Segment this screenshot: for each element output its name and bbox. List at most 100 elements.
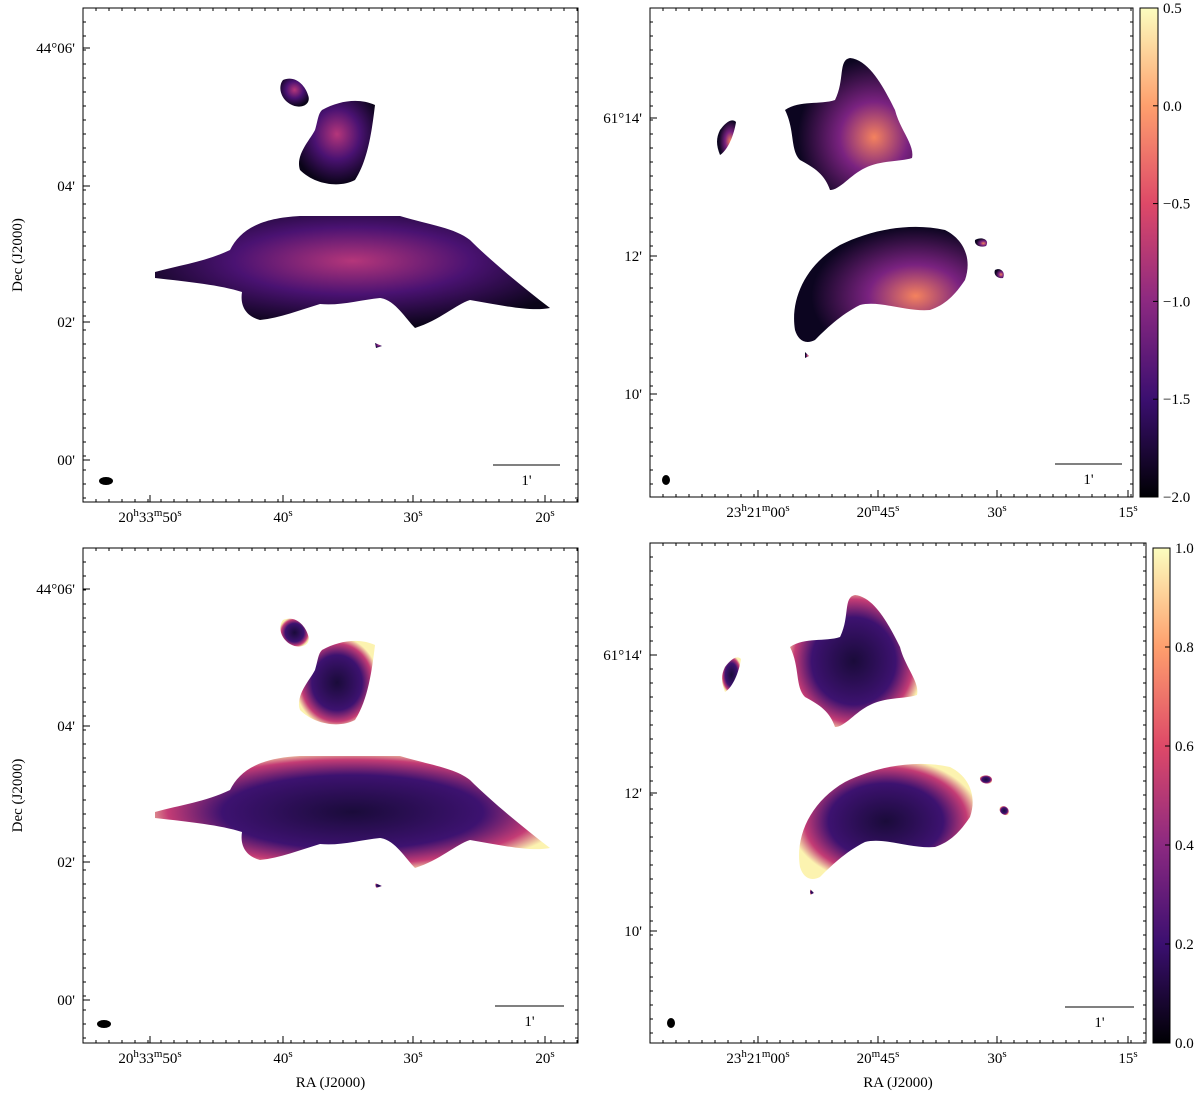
emission-region	[155, 756, 550, 868]
y-tick-label: 44°06'	[36, 41, 75, 57]
x-tick-label: 20s	[535, 1048, 554, 1067]
scale-bar-label: 1'	[521, 473, 532, 489]
emission-region	[375, 343, 382, 348]
beam	[97, 1020, 111, 1028]
x-tick-number: 00	[770, 505, 785, 521]
y-tick-label: 44°06'	[36, 582, 75, 598]
x-tick-number: 15	[1118, 505, 1133, 521]
colorbar-tick-label: 1.0	[1175, 541, 1194, 557]
scale-bar-label: 1'	[524, 1014, 535, 1030]
y-axis-label: Dec (J2000)	[10, 218, 26, 292]
beam	[99, 477, 113, 485]
x-tick-label: 20h33m50s	[118, 507, 181, 526]
x-tick-number: 23	[726, 1051, 741, 1067]
y-tick-label: 00'	[57, 993, 75, 1009]
emission-region	[999, 806, 1009, 816]
x-tick-unit: s	[288, 1048, 292, 1060]
x-tick-label: 23h21m00s	[726, 502, 789, 521]
emission-region	[810, 889, 814, 895]
x-tick-number: 20	[857, 1051, 872, 1067]
x-tick-unit: m	[762, 1048, 771, 1060]
x-tick-number: 30	[987, 505, 1002, 521]
beam	[662, 475, 670, 485]
x-tick-number: 21	[747, 1051, 762, 1067]
colorbar-tick-label: 0.5	[1163, 1, 1182, 17]
colorbar-tick-label: 0.0	[1163, 99, 1182, 115]
x-tick-label: 15s	[1118, 502, 1137, 521]
panel: 61°14'12'10'23h21m00s 20m45s 30s 15s1'0.50.…	[603, 1, 1190, 521]
x-tick-unit: s	[418, 507, 422, 519]
emission-region	[799, 763, 973, 879]
x-tick-label: 15s	[1118, 1048, 1137, 1067]
x-tick-number: 33	[139, 510, 154, 526]
colorbar-tick-label: −1.0	[1163, 294, 1190, 310]
emission-region	[717, 120, 736, 155]
x-tick-unit: s	[288, 507, 292, 519]
x-tick-unit: s	[177, 507, 181, 519]
emission-region	[994, 269, 1004, 279]
x-tick-unit: s	[895, 502, 899, 514]
x-tick-number: 20	[118, 510, 133, 526]
colorbar	[1152, 547, 1171, 1044]
x-tick-label: 20m45s	[857, 502, 900, 521]
beam	[667, 1018, 675, 1028]
y-axis-label: Dec (J2000)	[10, 759, 26, 833]
x-tick-unit: h	[741, 502, 747, 514]
colorbar	[1139, 7, 1159, 498]
x-tick-label: 30s	[987, 1048, 1006, 1067]
y-tick-label: 12'	[624, 786, 642, 802]
x-tick-unit: m	[872, 1048, 881, 1060]
x-tick-unit: h	[741, 1048, 747, 1060]
x-tick-label: 40s	[273, 507, 292, 526]
emission-region	[979, 775, 993, 784]
x-tick-label: 30s	[403, 507, 422, 526]
y-tick-label: 04'	[57, 179, 75, 195]
x-tick-unit: m	[762, 502, 771, 514]
y-tick-label: 12'	[624, 249, 642, 265]
y-tick-label: 00'	[57, 453, 75, 469]
x-tick-number: 33	[139, 1051, 154, 1067]
x-tick-unit: s	[550, 507, 554, 519]
x-tick-unit: m	[154, 507, 163, 519]
emission-region	[974, 238, 988, 247]
x-tick-number: 30	[987, 1051, 1002, 1067]
x-tick-number: 45	[880, 1051, 895, 1067]
x-tick-label: 30s	[987, 502, 1006, 521]
y-tick-label: 10'	[624, 387, 642, 403]
x-tick-number: 23	[726, 505, 741, 521]
x-tick-label: 23h21m00s	[726, 1048, 789, 1067]
x-tick-unit: h	[133, 1048, 139, 1060]
colorbar-tick-label: 0.0	[1175, 1036, 1194, 1052]
emission-region	[155, 216, 550, 328]
colorbar-tick-label: −1.5	[1163, 392, 1190, 408]
x-tick-number: 40	[273, 1051, 288, 1067]
emission-region	[794, 226, 968, 342]
x-tick-number: 15	[1118, 1051, 1133, 1067]
x-tick-number: 21	[747, 505, 762, 521]
x-tick-number: 30	[403, 510, 418, 526]
x-tick-number: 20	[535, 510, 550, 526]
y-tick-label: 10'	[624, 924, 642, 940]
y-tick-label: 61°14'	[603, 648, 642, 664]
emission-region	[298, 100, 375, 185]
x-tick-label: 30s	[403, 1048, 422, 1067]
colorbar-tick-label: −0.5	[1163, 197, 1190, 213]
y-tick-label: 02'	[57, 315, 75, 331]
colorbar-tick-label: −2.0	[1163, 490, 1190, 506]
x-tick-unit: s	[550, 1048, 554, 1060]
x-tick-unit: m	[872, 502, 881, 514]
x-tick-unit: h	[133, 507, 139, 519]
y-tick-label: 02'	[57, 855, 75, 871]
x-tick-number: 20	[535, 1051, 550, 1067]
colorbar-tick-label: 0.4	[1175, 838, 1194, 854]
x-tick-number: 50	[162, 510, 177, 526]
x-tick-label: 20s	[535, 507, 554, 526]
colorbar-tick-label: 0.8	[1175, 640, 1194, 656]
x-tick-number: 50	[162, 1051, 177, 1067]
x-tick-unit: s	[785, 502, 789, 514]
emission-region	[722, 657, 741, 692]
